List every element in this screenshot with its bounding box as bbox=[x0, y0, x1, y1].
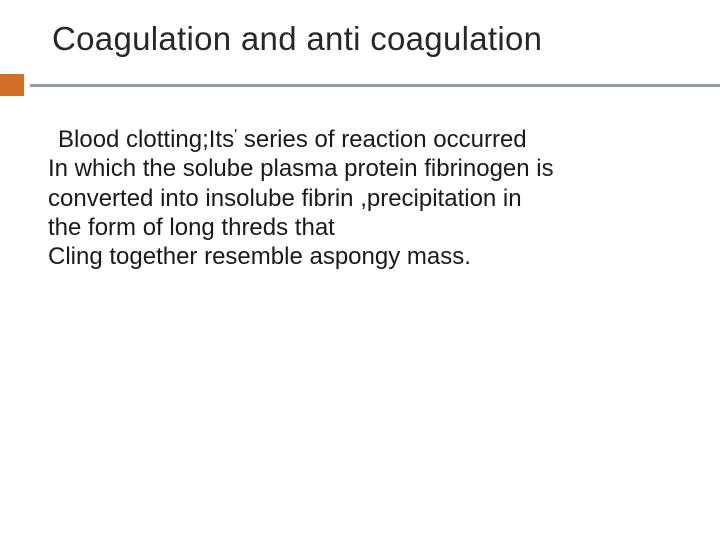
body-line-5: Cling together resemble aspongy mass. bbox=[48, 242, 680, 271]
body-line-2: In which the solube plasma protein fibri… bbox=[48, 154, 680, 183]
body-line-1-apostrophe: ' bbox=[234, 127, 237, 144]
accent-box bbox=[0, 74, 24, 96]
slide-container: Coagulation and anti coagulation Blood c… bbox=[0, 0, 720, 540]
slide-title: Coagulation and anti coagulation bbox=[52, 20, 680, 58]
body-area: Blood clotting;Its' series of reaction o… bbox=[0, 124, 720, 271]
body-line-1-prefix: Blood clotting;Its bbox=[58, 126, 234, 153]
body-line-1-suffix: series of reaction occurred bbox=[237, 126, 526, 153]
title-area: Coagulation and anti coagulation bbox=[0, 20, 720, 58]
body-line-3: converted into insolube fibrin ,precipit… bbox=[48, 184, 680, 213]
body-line-4: the form of long threds that bbox=[48, 213, 680, 242]
divider-line bbox=[30, 84, 720, 87]
divider-row bbox=[0, 74, 720, 96]
body-line-1: Blood clotting;Its' series of reaction o… bbox=[48, 124, 680, 154]
body-text: Blood clotting;Its' series of reaction o… bbox=[48, 124, 680, 271]
